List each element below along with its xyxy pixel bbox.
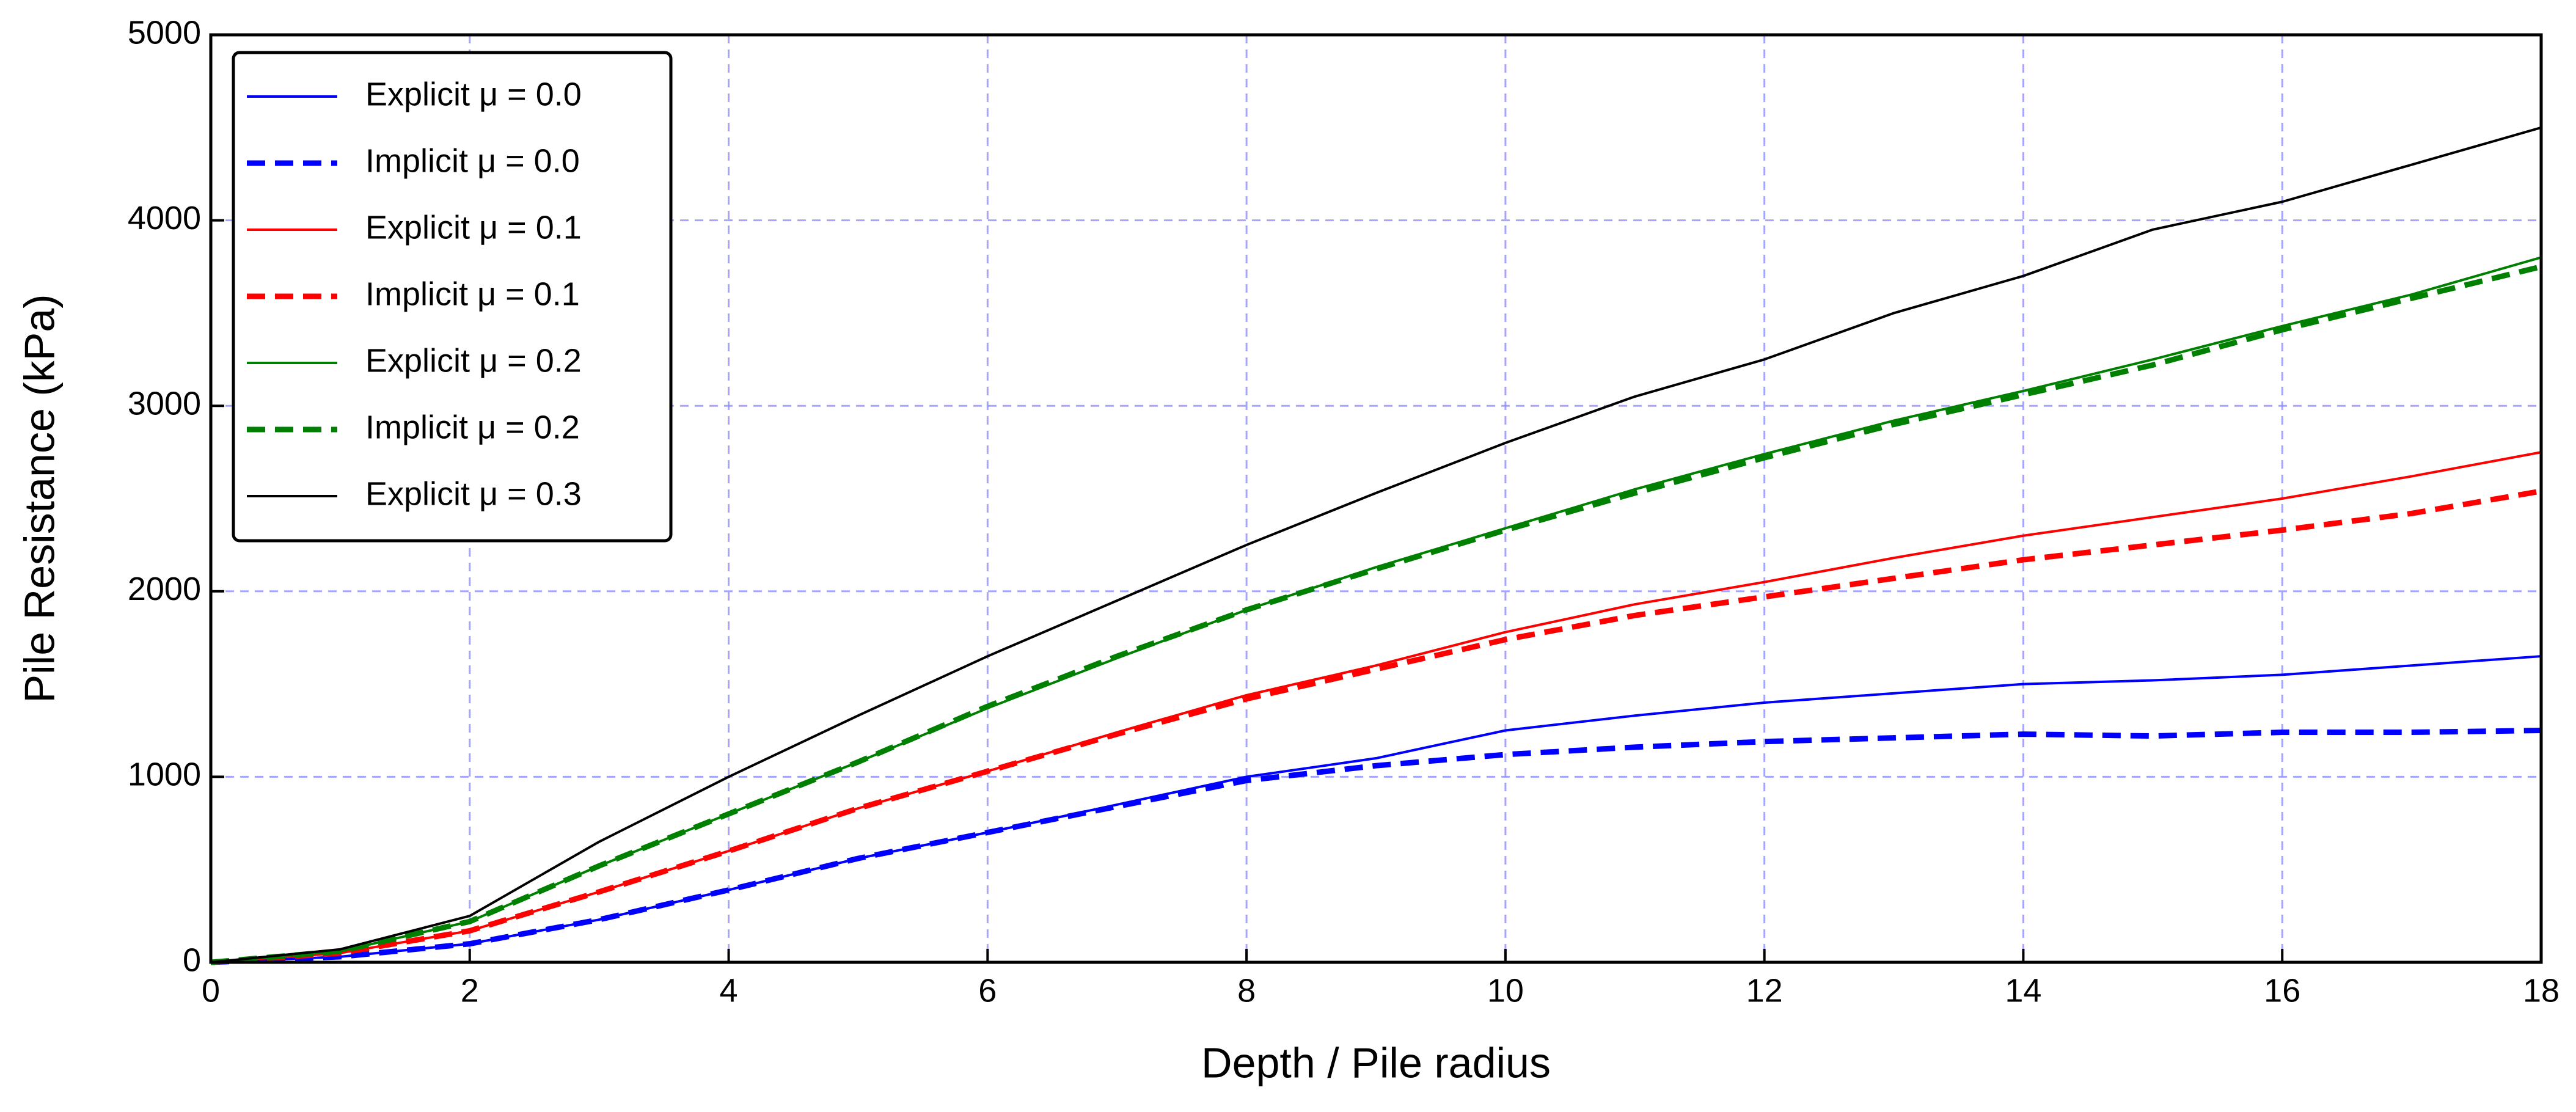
x-tick-label: 0: [202, 972, 220, 1009]
x-tick-label: 6: [978, 972, 997, 1009]
legend-label: Explicit μ = 0.0: [365, 76, 582, 112]
y-tick-label: 2000: [128, 571, 201, 607]
y-tick-label: 4000: [128, 200, 201, 236]
x-tick-label: 10: [1487, 972, 1524, 1009]
legend-label: Explicit μ = 0.3: [365, 475, 582, 512]
legend-label: Implicit μ = 0.2: [365, 409, 580, 445]
x-tick-label: 14: [2005, 972, 2041, 1009]
series-line: [210, 126, 2542, 964]
y-tick-label: 5000: [128, 14, 201, 51]
y-axis-title: Pile Resistance (kPa): [15, 294, 63, 703]
y-tick-label: 1000: [128, 756, 201, 793]
legend-label: Explicit μ = 0.1: [365, 209, 582, 246]
x-tick-label: 8: [1237, 972, 1256, 1009]
legend-label: Explicit μ = 0.2: [365, 342, 582, 379]
x-axis-title: Depth / Pile radius: [1201, 1039, 1551, 1086]
legend-box: [232, 51, 673, 543]
x-tick-label: 16: [2264, 972, 2300, 1009]
x-tick-label: 4: [720, 972, 738, 1009]
series-line: [210, 728, 2542, 965]
x-tick-label: 18: [2523, 972, 2560, 1009]
x-tick-label: 12: [1746, 972, 1783, 1009]
legend-label: Implicit μ = 0.0: [365, 142, 580, 179]
legend-label: Implicit μ = 0.1: [365, 276, 580, 312]
series-line: [210, 488, 2542, 965]
series-line: [210, 264, 2542, 965]
y-tick-label: 3000: [128, 385, 201, 422]
y-tick-label: 0: [183, 942, 201, 978]
series-line: [210, 655, 2542, 964]
legend: Explicit μ = 0.0 Implicit μ = 0.0 Explicit…: [232, 51, 673, 543]
x-tick-label: 2: [461, 972, 479, 1009]
plot-frame: [209, 33, 2543, 964]
